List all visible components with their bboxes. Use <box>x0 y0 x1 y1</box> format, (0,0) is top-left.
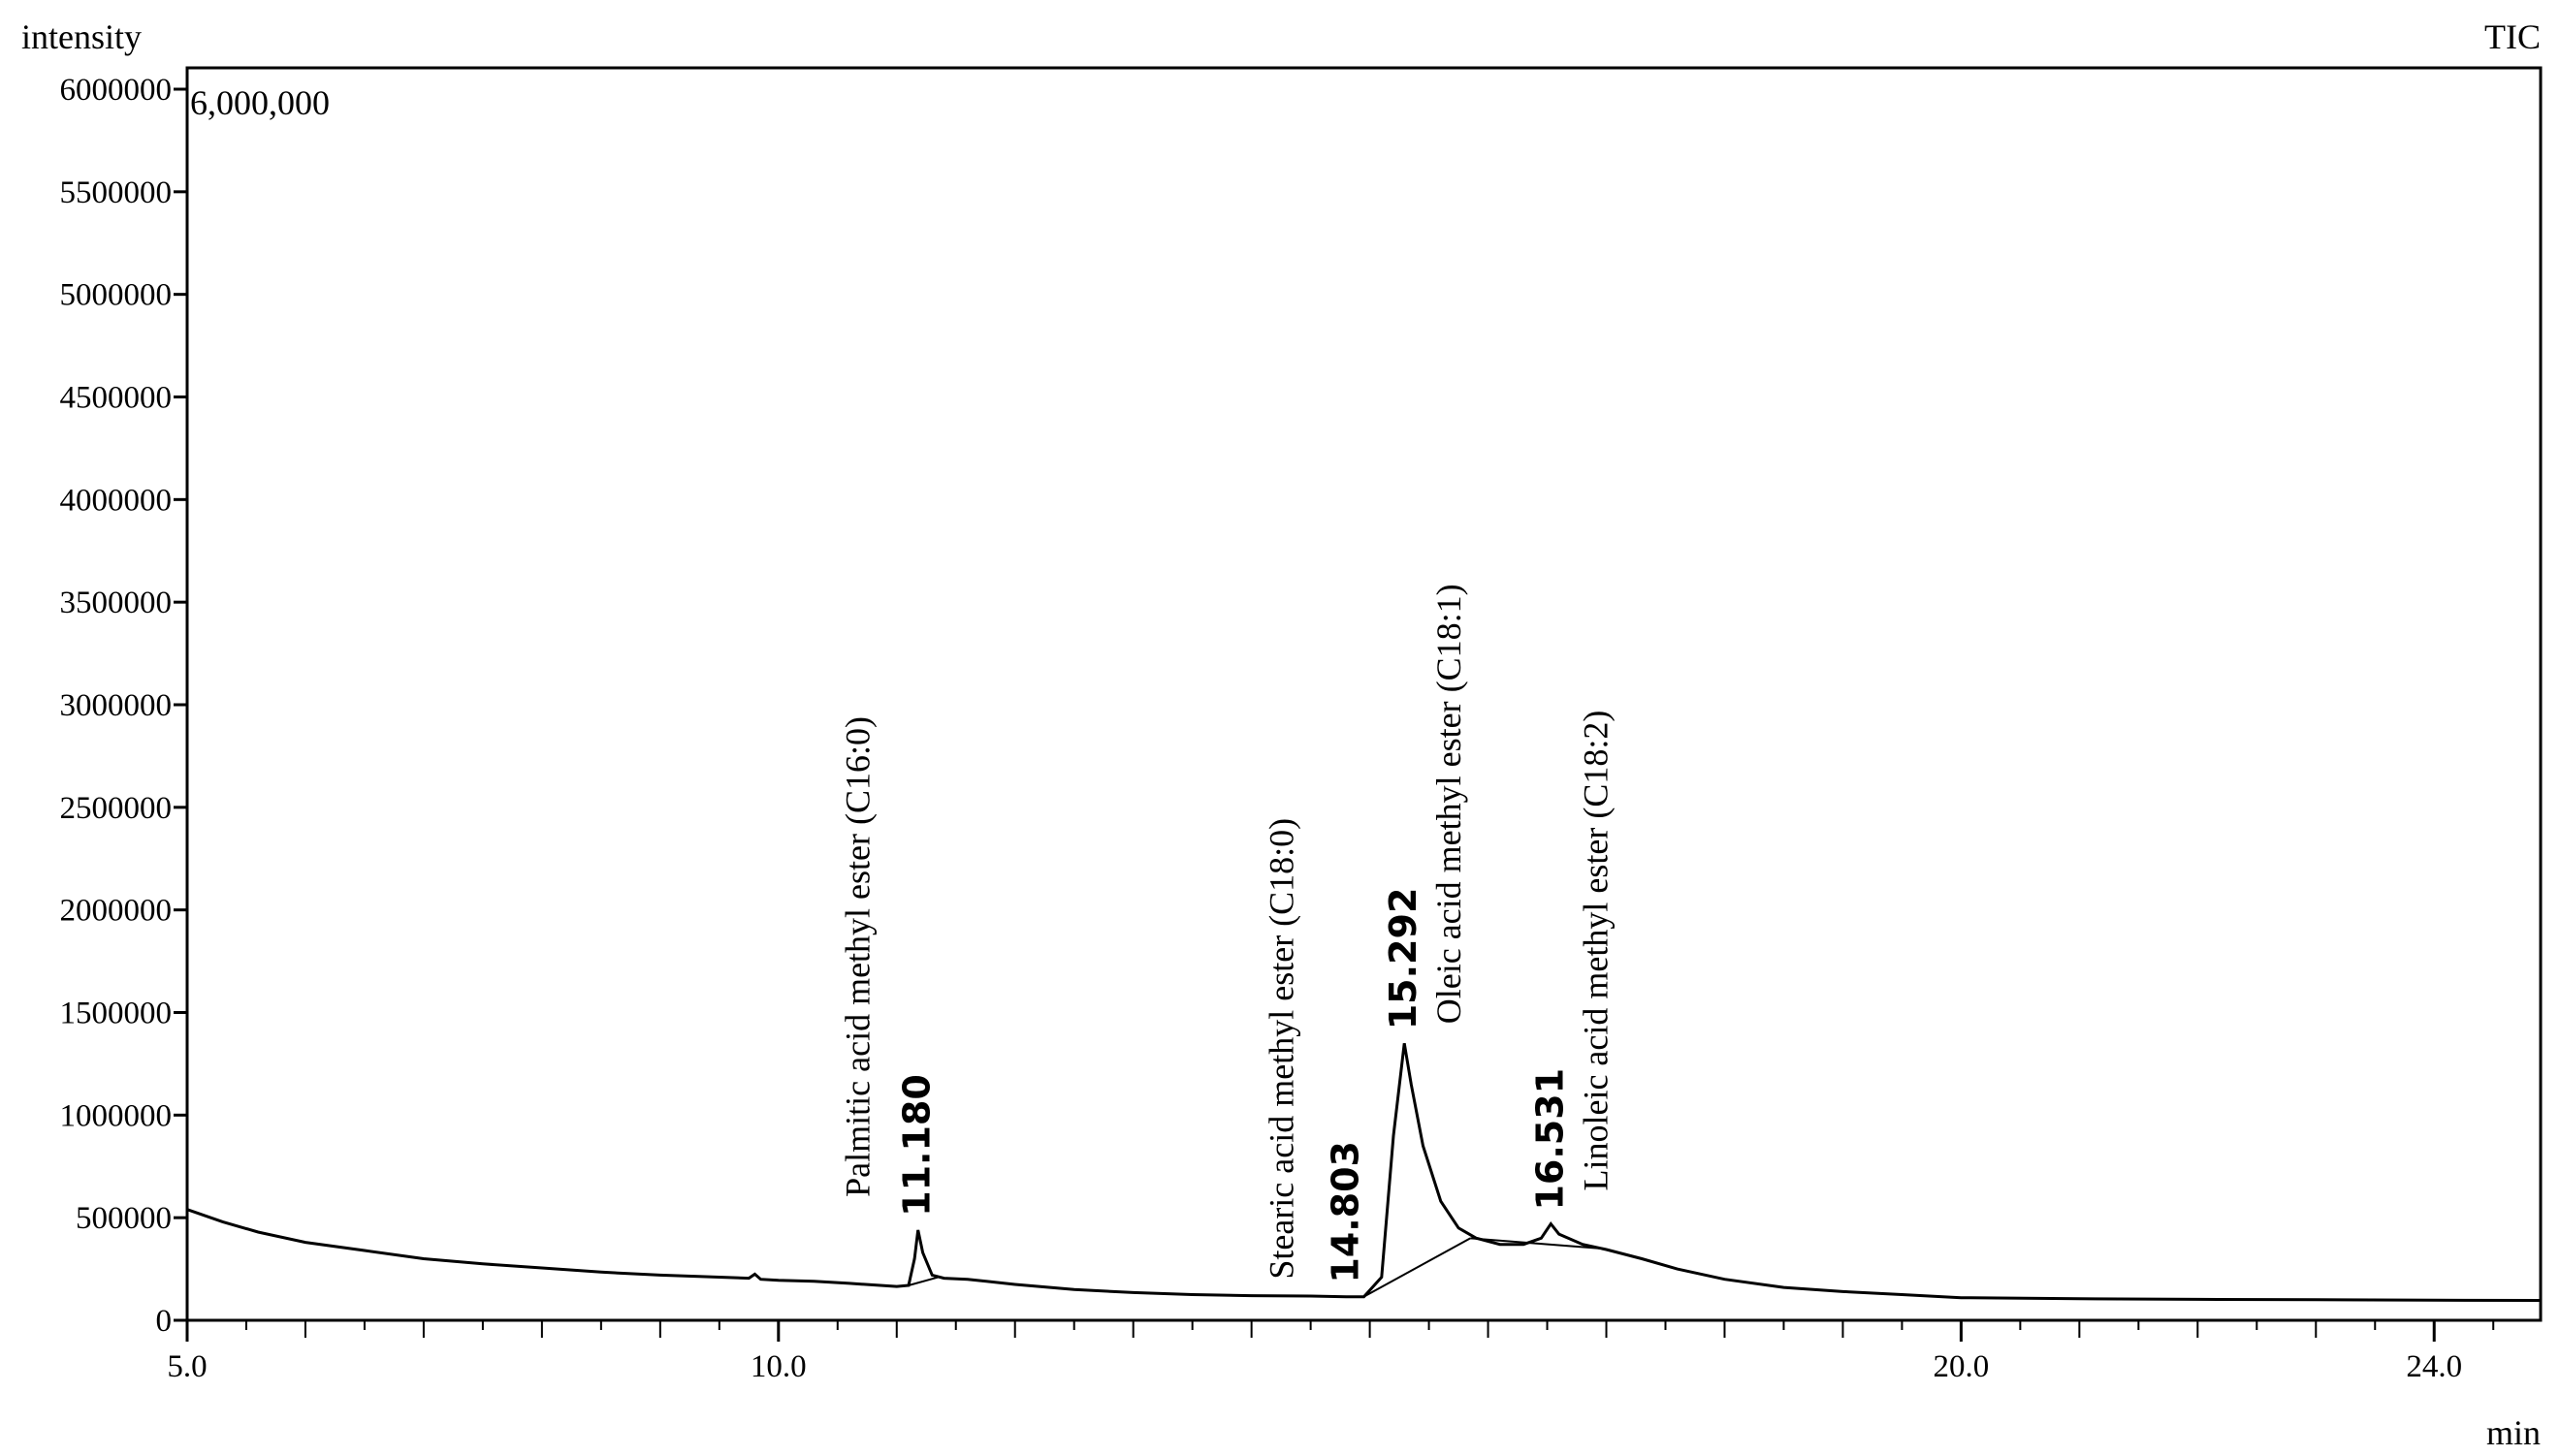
trace-label: TIC <box>2484 17 2541 56</box>
y-tick-label: 3500000 <box>60 586 173 620</box>
peak-compound-label: Linoleic acid methyl ester (C18:2) <box>1576 711 1615 1191</box>
x-tick-label: 20.0 <box>1934 1349 1990 1384</box>
plot-frame <box>185 66 2543 1322</box>
y-tick-label: 1500000 <box>60 997 173 1031</box>
x-tick-label: 10.0 <box>751 1349 807 1384</box>
y-tick-label: 3000000 <box>60 688 173 723</box>
tic-trace <box>186 1043 2542 1302</box>
peak-retention-time: 11.180 <box>896 1074 939 1217</box>
y-tick-label: 5500000 <box>60 175 173 210</box>
integration-baseline <box>1470 1237 1601 1250</box>
peak-compound-label: Stearic acid methyl ester (C18:0) <box>1263 818 1301 1280</box>
y-tick-label: 0 <box>156 1304 173 1339</box>
integration-baseline <box>908 1276 939 1286</box>
peak-compound-label: Palmitic acid methyl ester (C16:0) <box>839 716 878 1197</box>
x-tick-label: 5.0 <box>167 1349 207 1384</box>
y-tick-label: 6000000 <box>60 73 173 108</box>
y-tick-label: 500000 <box>76 1201 172 1236</box>
y-axis-title: intensity <box>21 17 142 56</box>
y-tick-label: 1000000 <box>60 1098 173 1133</box>
y-tick-label: 2000000 <box>60 894 173 929</box>
y-tick-label: 5000000 <box>60 278 173 313</box>
integration-baseline <box>1363 1237 1471 1298</box>
peak-retention-time: 15.292 <box>1382 888 1424 1030</box>
peak-compound-label: Oleic acid methyl ester (C18:1) <box>1429 584 1468 1024</box>
x-axis-title: min <box>2486 1413 2541 1452</box>
x-tick-label: 24.0 <box>2406 1349 2462 1384</box>
y-tick-label: 4000000 <box>60 483 173 518</box>
scale-label: 6,000,000 <box>190 83 330 122</box>
y-tick-label: 4500000 <box>60 381 173 416</box>
y-tick-label: 2500000 <box>60 791 173 826</box>
peak-retention-time: 14.803 <box>1325 1141 1367 1283</box>
peak-retention-time: 16.531 <box>1528 1068 1571 1211</box>
